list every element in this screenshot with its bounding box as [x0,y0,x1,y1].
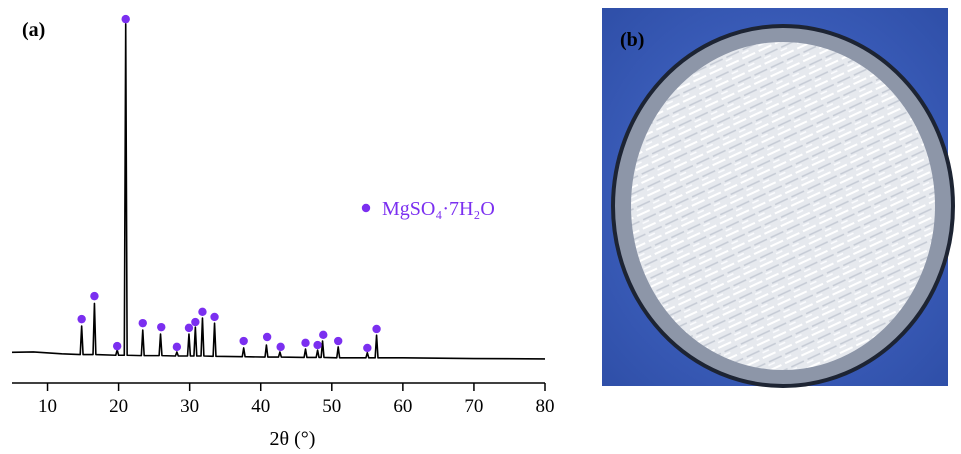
x-tick-label: 20 [109,396,128,417]
x-tick-label: 40 [251,396,270,417]
peak-marker [210,312,219,322]
peak-marker [363,343,372,353]
peak-marker [301,338,310,348]
peak-marker [112,341,122,351]
x-tick-label: 60 [393,396,412,417]
peak-marker [239,336,248,346]
x-tick-label: 10 [38,396,57,417]
peak-marker [372,324,381,334]
xrd-trace [11,23,546,360]
peak-marker [319,330,328,340]
peak-marker [313,340,322,350]
photo: (b) [602,8,955,388]
plot-area: 10 20 30 40 50 60 70 80 2θ (°) MgSO₄·7H₂O [11,14,555,450]
x-tick-label: 70 [464,396,483,417]
peak-marker [276,342,285,352]
panel-label: (b) [620,29,644,51]
peak-marker [172,342,182,352]
x-tick-label: 50 [322,396,341,417]
x-tick-label: 30 [180,396,199,417]
peak-marker [90,291,99,301]
panel-label: (a) [22,19,45,41]
peak-marker [184,323,194,333]
peak-marker [198,307,207,317]
peak-marker [191,317,200,327]
x-axis-label: 2θ (°) [270,428,316,449]
peak-marker [77,314,86,324]
legend-label: MgSO₄·7H₂O [382,198,495,220]
peak-marker [262,332,272,342]
legend-marker [361,203,371,213]
x-tick-label: 80 [536,396,555,417]
peak-marker [157,322,166,332]
peak-marker [333,336,343,346]
crystals [631,42,935,370]
peak-marker [138,318,147,328]
peak-marker [121,14,130,24]
